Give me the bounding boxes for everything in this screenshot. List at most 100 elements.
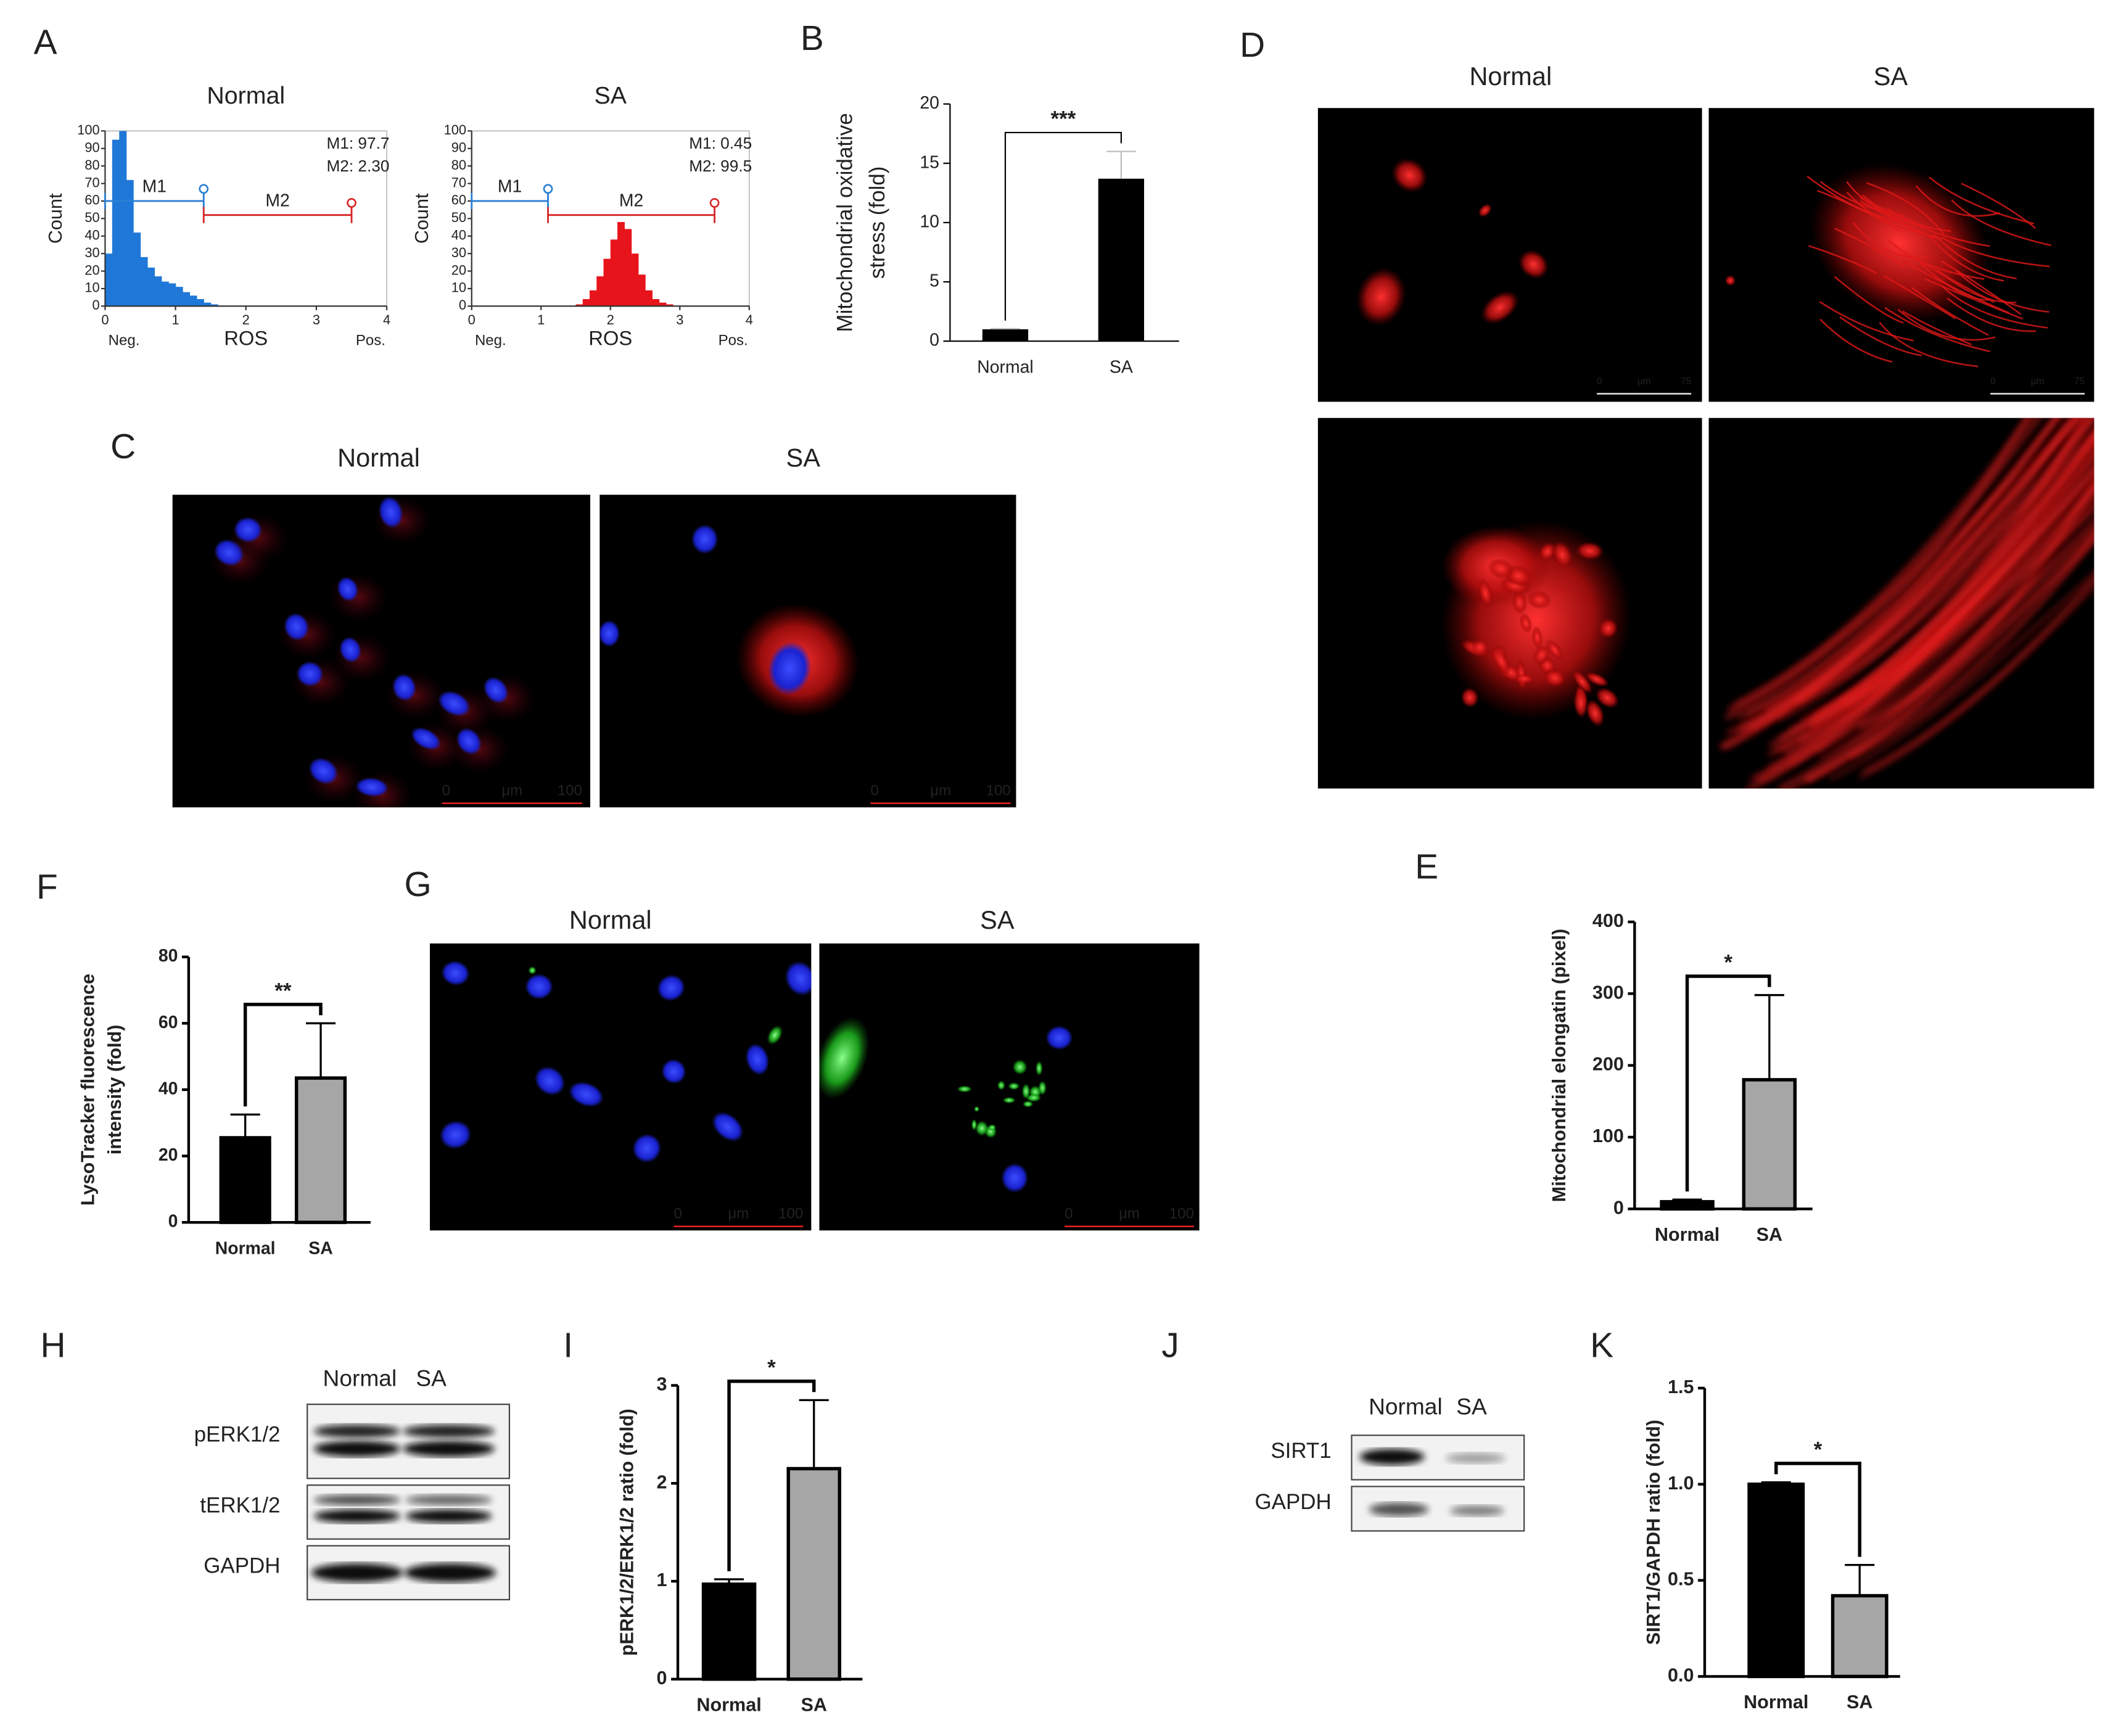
filament: [1852, 221, 1930, 259]
y-tick-label: 1.5: [1668, 1376, 1694, 1397]
significance-bracket: [727, 1380, 816, 1571]
panel-letter: E: [1415, 848, 1438, 887]
histogram-bar: [624, 229, 632, 306]
cell: [284, 612, 310, 641]
x-end-label: Pos.: [719, 332, 748, 349]
cell: [1002, 1096, 1016, 1104]
histogram-bar: [610, 239, 618, 306]
scale-bar-label: 100: [558, 782, 582, 799]
filament: [1798, 438, 2094, 705]
cell: [1545, 639, 1564, 660]
x-tick-label: 2: [607, 312, 614, 327]
filament: [1933, 233, 2017, 279]
filament: [1887, 239, 1985, 280]
cell: [745, 1043, 770, 1076]
cell: [1724, 275, 1736, 286]
cell: [785, 961, 812, 996]
band: [1446, 1452, 1505, 1464]
cell: [1573, 688, 1588, 718]
scale-bar-label: μm: [1119, 1205, 1140, 1222]
y-tick-label: 60: [159, 1013, 178, 1032]
filament: [1942, 237, 2050, 268]
filament: [1737, 418, 2029, 721]
scale-bar-label: 100: [778, 1205, 803, 1222]
filament: [1811, 449, 2094, 722]
cell: [528, 966, 537, 975]
cell: [1518, 249, 1549, 279]
cell: [569, 1081, 604, 1108]
y-tick-label: 70: [84, 175, 99, 190]
gate-stat: M2: 2.30: [326, 157, 389, 175]
cell: [439, 1120, 472, 1150]
bar: [786, 1467, 841, 1681]
band: [314, 1509, 400, 1523]
panel-letter: C: [110, 427, 136, 466]
histogram-bar: [590, 290, 597, 306]
y-axis-label: Mitochondrial elongatin (pixel): [1549, 929, 1570, 1202]
cell: [997, 1080, 1005, 1090]
panel-letter: G: [404, 865, 431, 904]
filament: [1901, 258, 2009, 314]
lane-label: SA: [416, 1365, 447, 1391]
histogram-bar: [596, 276, 604, 306]
scale-bar-label: 0: [1990, 376, 1996, 387]
gate-stat: M1: 0.45: [689, 134, 752, 152]
y-tick-label: 200: [1592, 1054, 1624, 1075]
cell: [1356, 267, 1406, 326]
histogram-bar: [147, 267, 155, 306]
band: [1369, 1502, 1429, 1516]
filament: [1786, 482, 2094, 789]
y-tick-label: 40: [159, 1079, 178, 1098]
y-tick-label: 90: [84, 140, 99, 155]
y-tick-label: 400: [1592, 910, 1624, 931]
histogram-bar: [652, 299, 660, 306]
bar: [982, 329, 1029, 342]
x-end-label: Neg.: [475, 332, 506, 349]
x-tick-label: Normal: [1655, 1224, 1720, 1245]
y-tick-label: 10: [920, 212, 939, 231]
micrograph-content: [1356, 158, 1549, 326]
gate-label: M2: [619, 191, 643, 210]
y-tick-label: 0.0: [1668, 1665, 1694, 1686]
filament: [1884, 306, 1991, 353]
gate-label: M1: [498, 177, 522, 197]
y-tick-label: 40: [451, 228, 466, 243]
y-tick-label: 3: [657, 1374, 667, 1395]
scale-bar-label: 100: [1169, 1205, 1194, 1222]
cell: [1538, 542, 1557, 561]
filament: [1860, 197, 1932, 229]
filament: [1819, 318, 1893, 363]
scale-bar-label: 0: [1597, 376, 1602, 387]
y-tick-label: 5: [929, 271, 939, 291]
significance-bracket: [1004, 131, 1122, 321]
image-title: Normal: [1469, 62, 1552, 91]
cell: [456, 728, 482, 755]
scale-bar-label: 0: [870, 782, 878, 799]
y-axis-label: SIRT1/GAPDH ratio (fold): [1643, 1420, 1664, 1645]
image-title: SA: [980, 905, 1015, 934]
y-tick-label: 0.5: [1668, 1569, 1694, 1590]
cell: [1595, 687, 1620, 709]
significance-label: *: [767, 1355, 776, 1380]
cell: [410, 727, 441, 751]
cell: [1045, 1026, 1073, 1050]
filament: [1794, 418, 2094, 704]
y-tick-label: 15: [920, 152, 939, 172]
cell: [1470, 638, 1489, 656]
scale-bar-label: 0: [442, 782, 450, 799]
bar: [1747, 1483, 1805, 1679]
scale-bar-label: μm: [2031, 376, 2045, 387]
cell: [329, 572, 389, 622]
filament: [1911, 287, 1989, 336]
histogram-bar: [196, 299, 204, 306]
y-tick-label: 0: [168, 1212, 178, 1232]
cell: [599, 620, 620, 648]
gate-marker: [709, 198, 720, 208]
histogram-bar: [189, 295, 197, 306]
histogram-bar: [168, 283, 176, 306]
gate-label: M1: [142, 177, 167, 197]
panel-letter: K: [1590, 1326, 1613, 1365]
cell: [691, 524, 719, 554]
filament: [1846, 191, 1922, 234]
y-axis-label: Count: [411, 193, 432, 244]
